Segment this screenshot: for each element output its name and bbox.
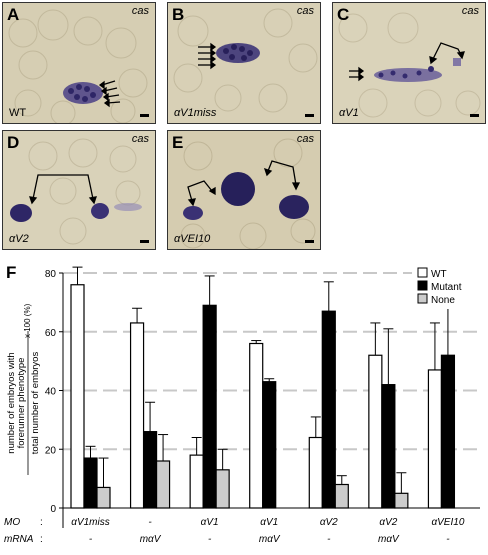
bar-none [334,483,349,509]
bar-wt [427,369,443,509]
genotype-label: WT [9,107,27,119]
y-axis-title-suffix: x 100 (%) [23,303,32,338]
arrow-icon [29,174,97,205]
y-axis-ticks: 0 20 40 60 80 [45,269,63,515]
bar-wt [368,354,383,509]
bar-wt [308,436,323,509]
y-axis-title-line1: number of embryos with [6,352,17,453]
legend-label: WT [431,269,447,280]
scale-bar [140,114,149,117]
panel-e-micrograph [168,131,320,249]
panel-c: C cas αV1 [332,2,486,124]
scale-bar [305,240,314,243]
category-mrna-label: mαV [259,534,281,545]
panel-b-micrograph [168,3,320,123]
bar-chart: F 0 20 40 60 80 number of embryos with forer… [4,263,482,545]
category-mo-label: αV1miss [71,517,110,528]
panel-label: F [6,263,16,282]
y-tick-label: 40 [45,387,57,398]
panel-label: E [172,133,184,152]
category-labels: MO mRNA : : αV1miss - - mαV αV1 - αV1 mαV αV2 - αV… [4,517,465,545]
category-mrna-label: mαV [378,534,400,545]
panel-d-micrograph [3,131,155,249]
category-mrna-label: - [446,534,450,545]
arrow-icon [349,42,465,82]
bar-mutant [142,431,158,509]
panel-f-chart: F 0 20 40 60 80 number of embryos with forer… [0,258,488,550]
bar-none [215,469,230,509]
y-axis-title-line2: forerunner phenotype [16,358,27,449]
genotype-label: αV2 [9,233,29,245]
bar-mutant [321,310,336,509]
category-mo-label: αVEI10 [431,517,464,528]
panel-a-micrograph [3,3,155,123]
arrow-icon [198,42,217,70]
category-mo-label: αV2 [379,517,397,528]
bar-mutant [83,457,98,509]
panel-c-micrograph [333,3,485,123]
marker-label: cas [296,5,314,17]
panel-a: A cas WT [2,2,156,124]
panel-d: D cas αV2 [2,130,156,250]
panel-b: B cas αV1miss [167,2,321,124]
category-mrna-label: - [327,534,331,545]
category-mo-label: - [148,517,152,528]
category-mo-label: αV1 [201,517,219,528]
marker-label: cas [131,133,149,145]
panel-label: A [7,5,20,24]
row-colon: : [40,534,43,545]
bar-wt [249,342,264,509]
genotype-label: αVEI10 [174,233,211,245]
y-axis-title: number of embryos with forerunner phenot… [6,303,41,475]
bar-none [96,486,111,509]
panel-e: E cas αVEI10 [167,130,321,250]
arrow-icon [187,160,301,207]
scale-bar [140,240,149,243]
legend-swatch [417,280,428,291]
y-axis-title-line3: total number of embryos [30,352,41,455]
bar-none [155,460,171,509]
row-label-mrna: mRNA [4,534,34,545]
category-mrna-label: - [89,534,93,545]
bar-mutant [202,304,217,509]
genotype-label: αV1miss [174,107,217,119]
y-tick-label: 20 [45,445,57,456]
legend-swatch [417,293,428,304]
category-mo-label: αV1 [260,517,278,528]
row-label-mo: MO [4,517,20,528]
legend-label: None [431,295,455,306]
bar-mutant [381,384,396,509]
row-colon: : [40,517,43,528]
scale-bar [470,114,479,117]
bars [70,266,456,509]
bar-mutant [262,381,277,509]
y-tick-label: 0 [50,504,56,515]
bar-mutant [440,354,456,509]
category-mrna-label: - [208,534,212,545]
marker-label: cas [461,5,479,17]
marker-label: cas [296,133,314,145]
panel-label: D [7,133,20,152]
genotype-label: αV1 [339,107,359,119]
scale-bar [305,114,314,117]
arrow-icon [98,80,121,108]
bar-wt [70,284,85,509]
category-mrna-label: mαV [140,534,162,545]
bar-none [394,492,409,509]
legend: WT Mutant None [412,263,482,309]
y-tick-label: 60 [45,328,57,339]
bar-wt [129,322,145,509]
legend-label: Mutant [431,282,462,293]
category-mo-label: αV2 [320,517,338,528]
legend-swatch [417,267,428,278]
bar-wt [189,454,204,509]
y-tick-label: 80 [45,269,57,280]
panel-label: B [172,5,185,24]
marker-label: cas [131,5,149,17]
panel-label: C [337,5,350,24]
